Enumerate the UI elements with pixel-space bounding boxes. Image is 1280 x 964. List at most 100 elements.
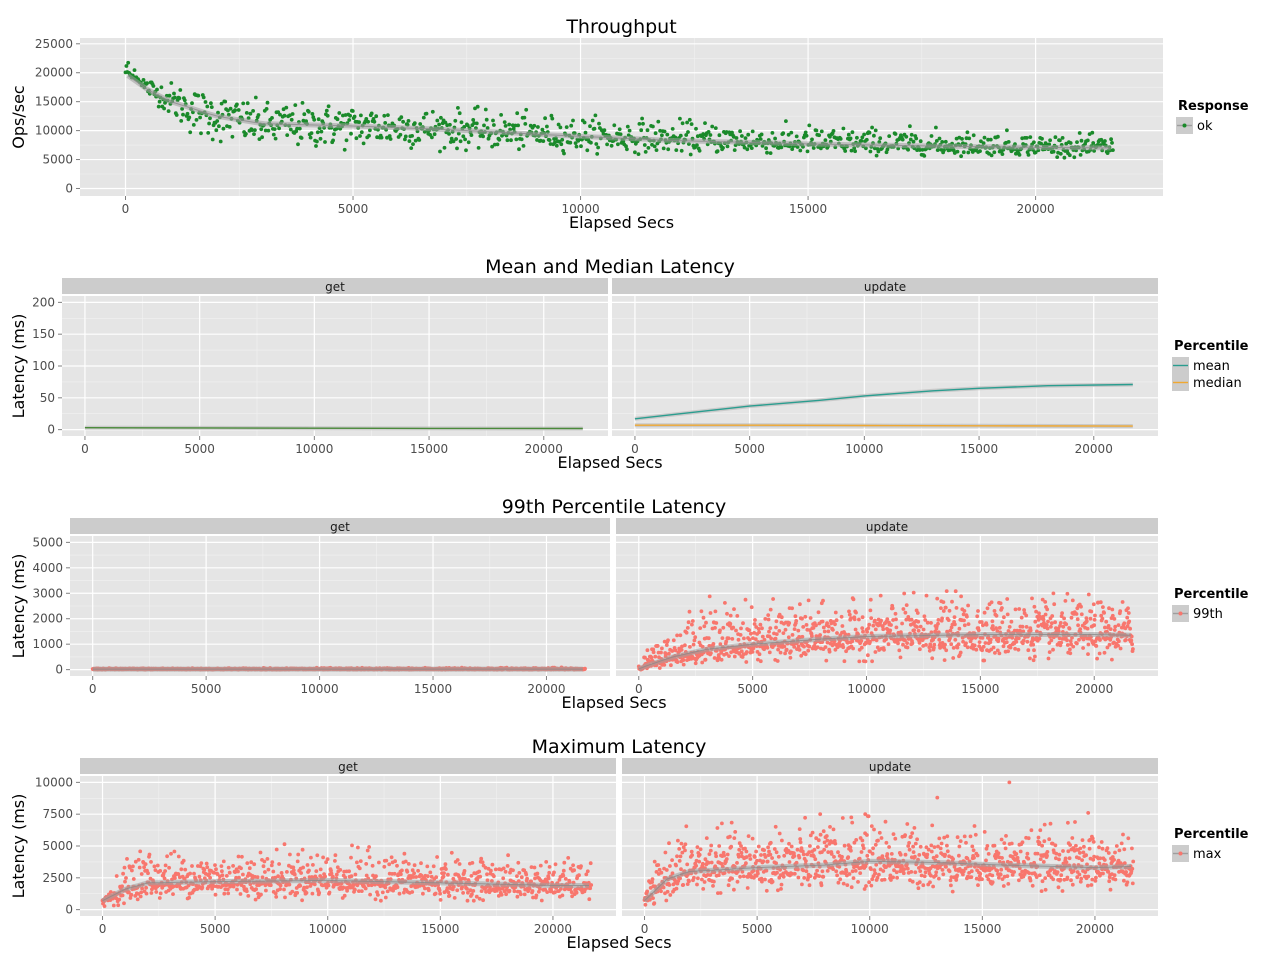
- data-point: [809, 616, 813, 620]
- data-point: [288, 853, 292, 857]
- data-point: [1027, 153, 1031, 157]
- data-point: [878, 136, 882, 140]
- data-point: [860, 646, 864, 650]
- data-point: [700, 661, 704, 665]
- data-point: [669, 663, 673, 667]
- data-point: [354, 873, 358, 877]
- data-point: [205, 105, 209, 109]
- data-point: [902, 607, 906, 611]
- data-point: [906, 646, 910, 650]
- data-point: [742, 637, 746, 641]
- data-point: [717, 873, 721, 877]
- data-point: [749, 857, 753, 861]
- data-point: [257, 113, 261, 117]
- data-point: [761, 859, 765, 863]
- data-point: [681, 121, 685, 125]
- data-point: [881, 627, 885, 631]
- data-point: [404, 860, 408, 864]
- data-point: [523, 116, 527, 120]
- data-point: [215, 119, 219, 123]
- data-point: [349, 132, 353, 136]
- data-point: [1052, 150, 1056, 154]
- data-point: [273, 127, 277, 131]
- x-tick-label: 5000: [191, 682, 222, 696]
- data-point: [802, 853, 806, 857]
- data-point: [788, 860, 792, 864]
- data-point: [459, 139, 463, 143]
- data-point: [871, 624, 875, 628]
- data-point: [327, 104, 331, 108]
- data-point: [688, 118, 692, 122]
- data-point: [374, 874, 378, 878]
- data-point: [800, 617, 804, 621]
- data-point: [1054, 135, 1058, 139]
- data-point: [1099, 600, 1103, 604]
- data-point: [834, 611, 838, 615]
- data-point: [1103, 626, 1107, 630]
- data-point: [719, 891, 723, 895]
- data-point: [1022, 608, 1026, 612]
- data-point: [698, 853, 702, 857]
- data-point: [217, 124, 221, 128]
- data-point: [966, 130, 970, 134]
- data-point: [345, 138, 349, 142]
- data-point: [683, 849, 687, 853]
- data-point: [158, 869, 162, 873]
- data-point: [817, 838, 821, 842]
- data-point: [612, 123, 616, 127]
- x-tick-label: 15000: [421, 922, 459, 936]
- data-point: [1117, 623, 1121, 627]
- data-point: [696, 845, 700, 849]
- data-point: [263, 870, 267, 874]
- data-point: [680, 842, 684, 846]
- data-point: [572, 868, 576, 872]
- data-point: [433, 132, 437, 136]
- data-point: [364, 887, 368, 891]
- data-point: [656, 120, 660, 124]
- data-point: [323, 875, 327, 879]
- data-point: [1052, 602, 1056, 606]
- data-point: [1000, 606, 1004, 610]
- data-point: [857, 660, 861, 664]
- data-point: [524, 108, 528, 112]
- data-point: [432, 864, 436, 868]
- data-point: [1022, 639, 1026, 643]
- data-point: [408, 139, 412, 143]
- data-point: [125, 857, 129, 861]
- data-point: [709, 651, 713, 655]
- data-point: [374, 897, 378, 901]
- data-point: [1046, 620, 1050, 624]
- data-point: [748, 638, 752, 642]
- data-point: [418, 122, 422, 126]
- data-point: [687, 879, 691, 883]
- data-point: [720, 658, 724, 662]
- data-point: [1025, 136, 1029, 140]
- x-tick-label: 0: [122, 202, 130, 216]
- data-point: [377, 861, 381, 865]
- data-point: [404, 135, 408, 139]
- data-point: [832, 129, 836, 133]
- data-point: [317, 891, 321, 895]
- data-point: [887, 134, 891, 138]
- data-point: [359, 114, 363, 118]
- x-tick-label: 5000: [737, 682, 768, 696]
- data-point: [1040, 137, 1044, 141]
- data-point: [1038, 637, 1042, 641]
- data-point: [690, 853, 694, 857]
- data-point: [1048, 650, 1052, 654]
- data-point: [1090, 131, 1094, 135]
- data-point: [347, 869, 351, 873]
- data-point: [730, 821, 734, 825]
- data-point: [879, 594, 883, 598]
- data-point: [760, 626, 764, 630]
- data-point: [747, 628, 751, 632]
- data-point: [817, 133, 821, 137]
- data-point: [703, 121, 707, 125]
